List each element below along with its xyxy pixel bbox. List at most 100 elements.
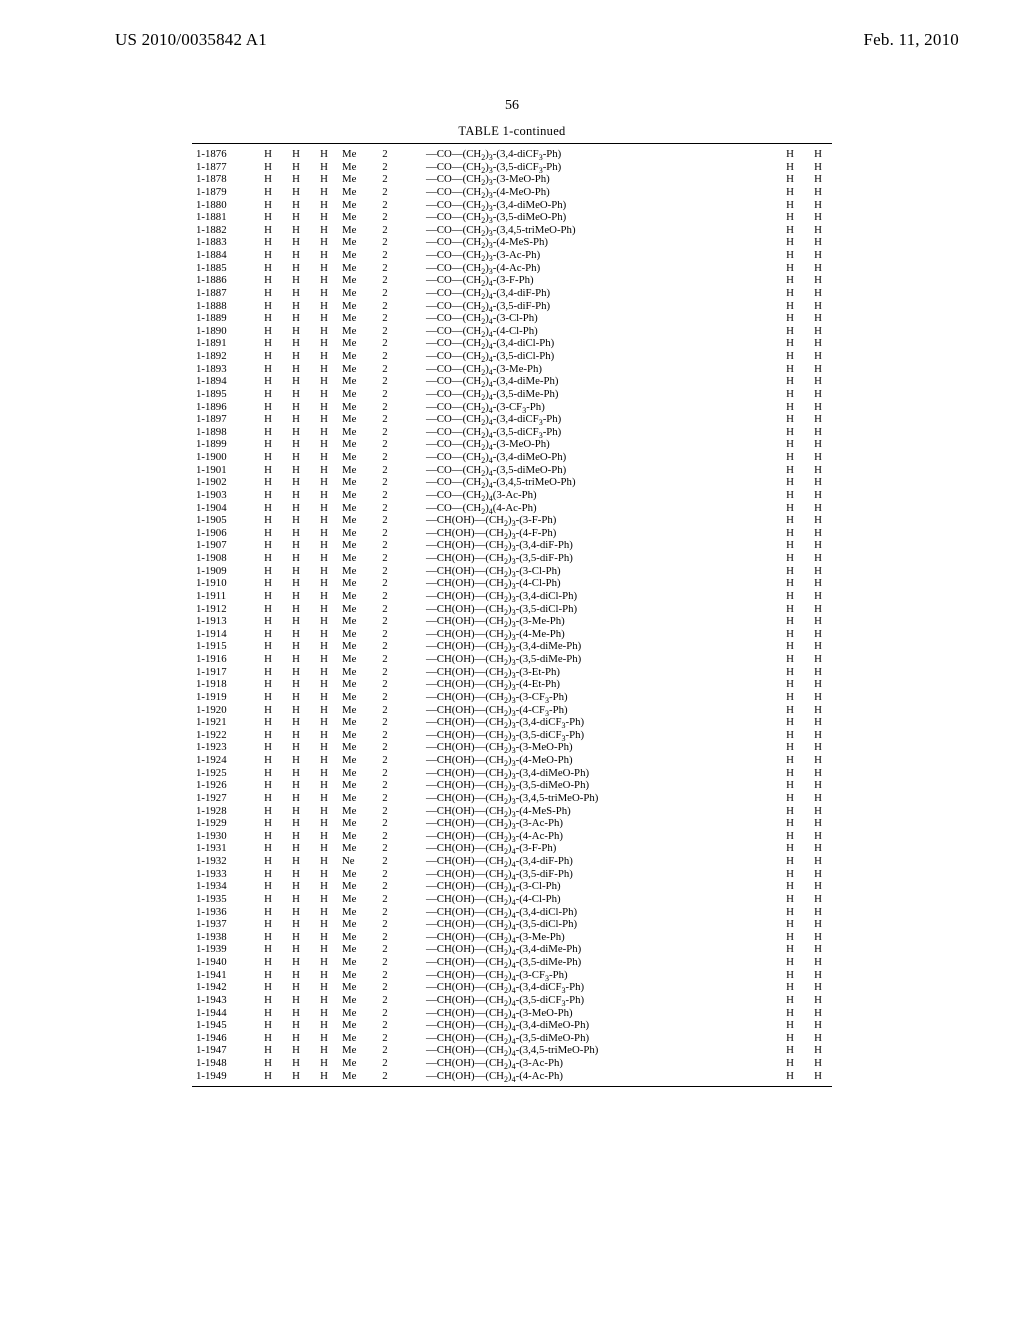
cell: 2 xyxy=(374,211,396,224)
compound-no: 1-1946 xyxy=(192,1032,254,1045)
cell: H xyxy=(254,539,282,552)
cell: H xyxy=(776,552,804,565)
cell: H xyxy=(282,969,310,982)
cell: Me xyxy=(338,401,374,414)
cell: H xyxy=(282,287,310,300)
compound-no: 1-1924 xyxy=(192,754,254,767)
table-row: 1-1885HHHMe2—CO—(CH2)3-(4-Ac-Ph)HH xyxy=(192,262,832,275)
spacer xyxy=(396,413,422,426)
cell: H xyxy=(804,628,832,641)
cell: Me xyxy=(338,666,374,679)
cell: H xyxy=(804,363,832,376)
cell: Me xyxy=(338,830,374,843)
table-row: 1-1949HHHMe2—CH(OH)—(CH2)4-(4-Ac-Ph)HH xyxy=(192,1070,832,1087)
cell: H xyxy=(310,691,338,704)
cell: 2 xyxy=(374,704,396,717)
cell: 2 xyxy=(374,716,396,729)
cell: H xyxy=(804,590,832,603)
cell: H xyxy=(804,678,832,691)
cell: H xyxy=(804,842,832,855)
cell: H xyxy=(804,489,832,502)
cell: H xyxy=(804,1019,832,1032)
table-row: 1-1929HHHMe2—CH(OH)—(CH2)3-(3-Ac-Ph)HH xyxy=(192,817,832,830)
cell: H xyxy=(310,1032,338,1045)
cell: H xyxy=(776,451,804,464)
cell: Me xyxy=(338,779,374,792)
cell: H xyxy=(282,615,310,628)
cell: H xyxy=(804,893,832,906)
cell: H xyxy=(310,666,338,679)
cell: H xyxy=(776,1032,804,1045)
cell: 2 xyxy=(374,262,396,275)
spacer xyxy=(396,590,422,603)
cell: H xyxy=(282,1057,310,1070)
cell: Me xyxy=(338,375,374,388)
table-row: 1-1940HHHMe2—CH(OH)—(CH2)4-(3,5-diMe-Ph)… xyxy=(192,956,832,969)
cell: H xyxy=(310,539,338,552)
table-row: 1-1933HHHMe2—CH(OH)—(CH2)4-(3,5-diF-Ph)H… xyxy=(192,868,832,881)
cell: Me xyxy=(338,476,374,489)
cell: H xyxy=(254,741,282,754)
cell: 2 xyxy=(374,628,396,641)
compound-no: 1-1939 xyxy=(192,943,254,956)
cell: H xyxy=(310,805,338,818)
spacer xyxy=(396,401,422,414)
compound-no: 1-1917 xyxy=(192,666,254,679)
cell: 2 xyxy=(374,678,396,691)
cell: Me xyxy=(338,943,374,956)
patent-number: US 2010/0035842 A1 xyxy=(115,30,267,50)
spacer xyxy=(396,527,422,540)
cell: 2 xyxy=(374,514,396,527)
compound-no: 1-1938 xyxy=(192,931,254,944)
cell: H xyxy=(282,678,310,691)
cell: H xyxy=(254,1070,282,1087)
table-row: 1-1880HHHMe2—CO—(CH2)3-(3,4-diMeO-Ph)HH xyxy=(192,199,832,212)
cell: H xyxy=(804,502,832,515)
cell: H xyxy=(254,956,282,969)
cell: H xyxy=(310,262,338,275)
cell: H xyxy=(282,931,310,944)
cell: 2 xyxy=(374,224,396,237)
cell: H xyxy=(776,274,804,287)
cell: 2 xyxy=(374,300,396,313)
cell: H xyxy=(254,350,282,363)
cell: 2 xyxy=(374,464,396,477)
compound-no: 1-1943 xyxy=(192,994,254,1007)
cell: H xyxy=(282,161,310,174)
cell: H xyxy=(282,236,310,249)
cell: H xyxy=(282,981,310,994)
cell: 2 xyxy=(374,161,396,174)
cell: H xyxy=(804,880,832,893)
compound-no: 1-1888 xyxy=(192,300,254,313)
cell: 2 xyxy=(374,666,396,679)
substituent: —CH(OH)—(CH2)4-(3,5-diCF3-Ph) xyxy=(422,994,776,1007)
cell: H xyxy=(254,716,282,729)
cell: H xyxy=(282,502,310,515)
table-row: 1-1895HHHMe2—CO—(CH2)4-(3,5-diMe-Ph)HH xyxy=(192,388,832,401)
cell: 2 xyxy=(374,287,396,300)
cell: H xyxy=(804,325,832,338)
substituent: —CO—(CH2)4-(3,5-diF-Ph) xyxy=(422,300,776,313)
cell: H xyxy=(310,1019,338,1032)
substituent: —CH(OH)—(CH2)3-(3,5-diMe-Ph) xyxy=(422,653,776,666)
compound-no: 1-1897 xyxy=(192,413,254,426)
table-row: 1-1941HHHMe2—CH(OH)—(CH2)4-(3-CF3-Ph)HH xyxy=(192,969,832,982)
cell: 2 xyxy=(374,994,396,1007)
cell: H xyxy=(310,464,338,477)
substituent: —CH(OH)—(CH2)4-(3,5-diF-Ph) xyxy=(422,868,776,881)
cell: Me xyxy=(338,805,374,818)
cell: H xyxy=(776,565,804,578)
cell: 2 xyxy=(374,906,396,919)
compound-no: 1-1922 xyxy=(192,729,254,742)
table-row: 1-1894HHHMe2—CO—(CH2)4-(3,4-diMe-Ph)HH xyxy=(192,375,832,388)
compound-no: 1-1923 xyxy=(192,741,254,754)
cell: H xyxy=(776,653,804,666)
compound-no: 1-1879 xyxy=(192,186,254,199)
table-row: 1-1944HHHMe2—CH(OH)—(CH2)4-(3-MeO-Ph)HH xyxy=(192,1007,832,1020)
compound-no: 1-1928 xyxy=(192,805,254,818)
cell: H xyxy=(310,514,338,527)
compound-no: 1-1944 xyxy=(192,1007,254,1020)
table-row: 1-1913HHHMe2—CH(OH)—(CH2)3-(3-Me-Ph)HH xyxy=(192,615,832,628)
cell: H xyxy=(310,325,338,338)
cell: H xyxy=(254,401,282,414)
